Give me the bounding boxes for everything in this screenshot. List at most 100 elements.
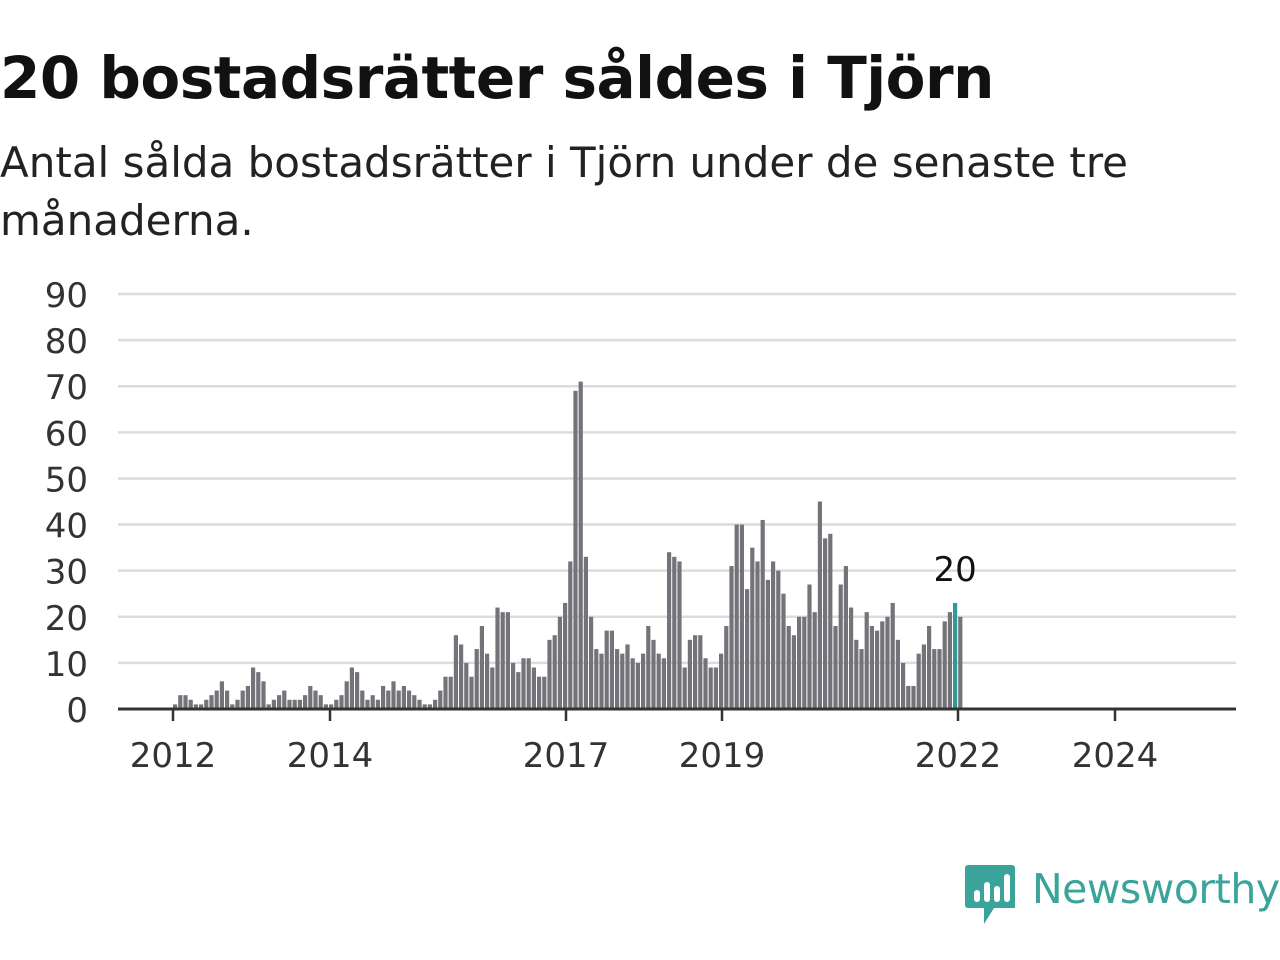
bar [906,685,911,709]
bar [573,390,578,709]
bars [173,381,963,709]
y-tick-label: 70 [45,368,88,408]
bar [360,690,365,709]
newsworthy-logo-icon [965,865,1015,924]
bar [349,667,354,709]
x-tick-label: 2017 [523,736,610,776]
bar [490,667,495,709]
bar [568,561,573,709]
bar [396,690,401,709]
bar [251,667,256,709]
bar [745,589,750,709]
y-tick-label: 50 [45,460,88,500]
bar [375,699,380,709]
bar [750,547,755,709]
bar [947,612,952,709]
bar [656,653,661,709]
bar [542,676,547,709]
bar [417,699,422,709]
chart-subtitle: Antal sålda bostadsrätter i Tjörn under … [0,138,1129,245]
bar [713,667,718,709]
bar [464,662,469,709]
highlight-bar [953,602,958,709]
bar [474,649,479,709]
bar [313,690,318,709]
bar [240,690,245,709]
bar [199,704,204,709]
bar [786,626,791,709]
bar [256,672,261,709]
bar [370,695,375,709]
bar [287,699,292,709]
highlight-value-label: 20 [933,550,976,590]
bar [854,639,859,709]
bar [495,607,500,709]
bar [511,662,516,709]
bar [916,653,921,709]
bar [838,584,843,709]
bar [521,658,526,709]
bar [791,635,796,709]
x-tick-label: 2012 [130,736,217,776]
bar [438,690,443,709]
bar [334,699,339,709]
bar [245,685,250,709]
y-tick-label: 20 [45,599,88,639]
bar [381,685,386,709]
bar [734,524,739,709]
bar [204,699,209,709]
bar [547,639,552,709]
bar [235,699,240,709]
bar [703,658,708,709]
bar [958,616,963,709]
bar [875,630,880,709]
bar [869,626,874,709]
bar [178,695,183,709]
bar [401,685,406,709]
y-tick-label: 40 [45,507,88,547]
x-tick-label: 2022 [915,736,1002,776]
bar [833,626,838,709]
bar [271,699,276,709]
bar [802,616,807,709]
bar [651,639,656,709]
bar [797,616,802,709]
bar [266,704,271,709]
bar [911,685,916,709]
bar [282,690,287,709]
bar [531,667,536,709]
bar [620,653,625,709]
gridlines [118,292,1236,665]
bar [339,695,344,709]
bar [297,699,302,709]
bar [609,630,614,709]
bar [261,681,266,709]
bar [765,579,770,709]
x-tick-label: 2024 [1072,736,1159,776]
bar [672,556,677,709]
bar [895,639,900,709]
bar [505,612,510,709]
bar [849,607,854,709]
bar [225,690,230,709]
bar [485,653,490,709]
bar [188,699,193,709]
y-tick-label: 10 [45,645,88,685]
bar [604,630,609,709]
bar [422,704,427,709]
bar [469,676,474,709]
bar [661,658,666,709]
x-tick-label: 2014 [287,736,374,776]
bar [219,681,224,709]
bar [942,621,947,709]
bar [303,695,308,709]
bar [214,690,219,709]
bar [448,676,453,709]
y-tick-label: 30 [45,553,88,593]
bar [173,704,178,709]
bar [412,695,417,709]
bar [635,662,640,709]
bar [719,653,724,709]
bar [589,616,594,709]
bar [693,635,698,709]
